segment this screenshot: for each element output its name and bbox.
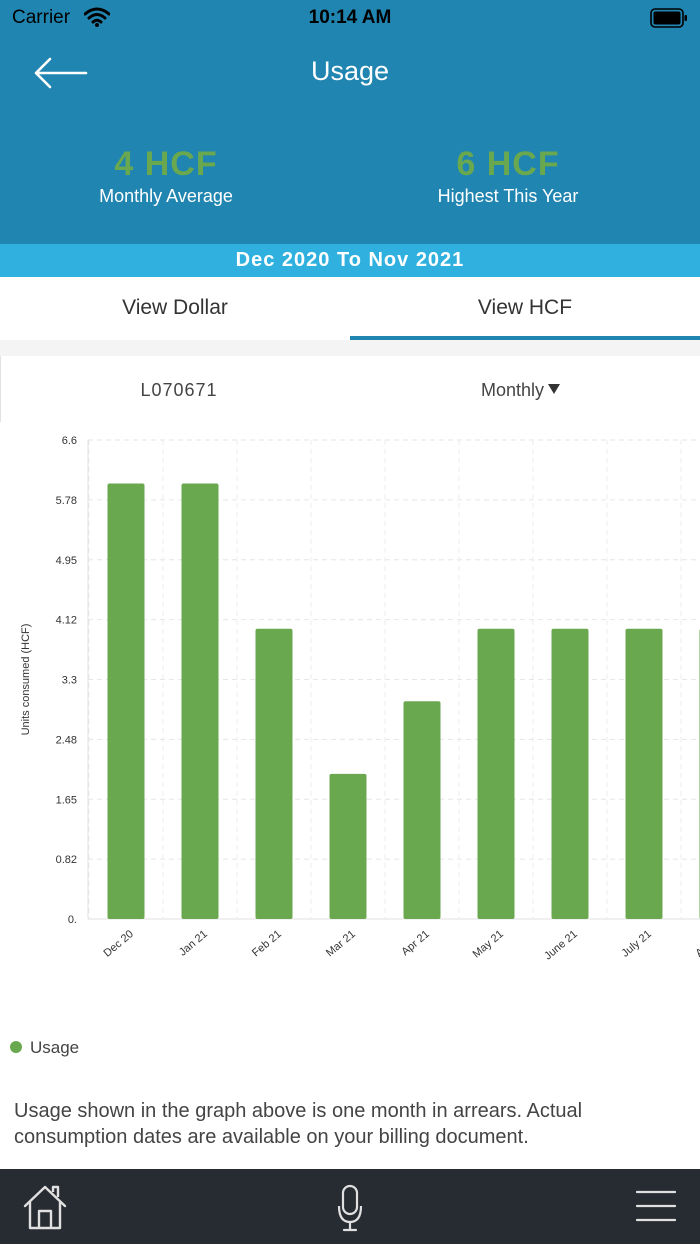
section-divider — [0, 340, 700, 356]
monthly-average-stat: 4 HCF Monthly Average — [16, 144, 316, 207]
bar — [477, 628, 515, 919]
back-arrow-icon[interactable] — [30, 50, 90, 96]
y-tick-label: 1.65 — [56, 794, 77, 806]
clock: 10:14 AM — [308, 7, 392, 28]
selector-row: L070671 Monthly — [0, 356, 700, 422]
bar — [625, 628, 663, 919]
monthly-average-value: 4 HCF — [114, 145, 218, 183]
bar — [551, 628, 589, 919]
x-tick-label: Mar 21 — [324, 928, 358, 959]
account-selector[interactable]: L070671 — [140, 380, 218, 400]
highest-value: 6 HCF — [456, 145, 560, 183]
chart-legend: Usage — [10, 1038, 79, 1058]
mic-icon[interactable] — [337, 1184, 363, 1232]
y-tick-label: 4.95 — [56, 555, 77, 567]
y-axis-title: Units consumed (HCF) — [20, 624, 32, 736]
y-tick-label: 2.48 — [56, 734, 77, 746]
bar — [107, 483, 145, 919]
y-tick-label: 0.82 — [56, 854, 77, 866]
date-range: Dec 2020 To Nov 2021 — [0, 244, 700, 277]
usage-chart: 0. 0.82 1.65 2.48 3.3 4.12 4.95 5.78 6.6 Dec 20 Ja… — [20, 435, 700, 962]
y-tick-label: 5.78 — [56, 495, 77, 507]
usage-note: Usage shown in the graph above is one mo… — [14, 1100, 583, 1148]
legend-label: Usage — [30, 1038, 80, 1057]
tab-view-dollar[interactable]: View Dollar — [122, 296, 228, 319]
active-tab-indicator — [350, 336, 700, 340]
x-tick-label: June 21 — [542, 928, 580, 962]
monthly-average-label: Monthly Average — [99, 186, 233, 206]
page-title: Usage — [310, 56, 390, 86]
x-tick-label: July 21 — [620, 928, 654, 960]
y-tick-label: 0. — [68, 914, 77, 926]
carrier-label: Carrier — [12, 7, 71, 28]
home-icon[interactable] — [22, 1183, 68, 1231]
bottom-nav — [0, 1169, 700, 1244]
header: Usage 4 HCF Monthly Average 6 HCF Highes… — [0, 40, 700, 244]
battery-icon — [650, 8, 687, 28]
y-tick-label: 6.6 — [62, 435, 77, 447]
bar — [329, 773, 367, 919]
x-tick-label: Apr 21 — [399, 928, 432, 958]
x-tick-label: Jan 21 — [177, 928, 210, 958]
x-tick-label: May 21 — [471, 928, 506, 960]
period-dropdown[interactable]: Monthly — [481, 380, 561, 401]
bar — [181, 483, 219, 919]
menu-icon[interactable] — [636, 1189, 676, 1223]
x-tick-label: Feb 21 — [250, 928, 284, 959]
highest-label: Highest This Year — [437, 186, 579, 206]
x-tick-label: Aug 21 — [693, 928, 700, 960]
caret-down-icon — [548, 384, 561, 394]
legend-swatch — [10, 1041, 22, 1053]
x-tick-label: Dec 20 — [102, 928, 136, 960]
period-label: Monthly — [481, 380, 545, 400]
y-tick-label: 4.12 — [56, 615, 77, 627]
tab-bar: View Dollar View HCF — [0, 277, 700, 340]
bar — [403, 701, 441, 919]
wifi-icon — [84, 7, 110, 27]
y-tick-label: 3.3 — [62, 675, 77, 687]
bar — [255, 628, 293, 919]
highest-stat: 6 HCF Highest This Year — [358, 144, 658, 207]
tab-view-hcf[interactable]: View HCF — [477, 296, 573, 319]
status-bar: Carrier 10:14 AM — [0, 0, 700, 40]
